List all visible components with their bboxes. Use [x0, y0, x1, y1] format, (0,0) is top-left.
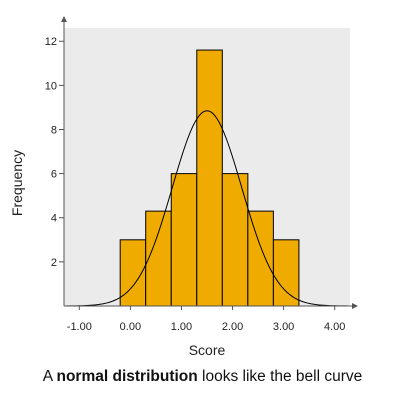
x-tick-label: 0.00	[120, 321, 141, 333]
histogram-bar	[272, 239, 300, 307]
caption: A normal distribution looks like the bel…	[0, 368, 405, 386]
histogram-bar	[170, 173, 198, 307]
x-tick-label: 1.00	[171, 321, 192, 333]
y-tick-label: 6	[51, 169, 57, 181]
y-axis-arrow-icon	[61, 16, 67, 22]
caption-emphasis: normal distribution	[56, 368, 198, 385]
y-tick-label: 2	[51, 257, 57, 269]
normal-curve	[63, 110, 351, 307]
histogram-bar	[221, 173, 249, 307]
caption-prefix: A	[42, 368, 57, 385]
y-tick-label: 12	[45, 36, 57, 48]
y-tick-label: 4	[51, 213, 57, 225]
histogram-bar	[247, 210, 274, 307]
x-tick-label: 3.00	[273, 321, 294, 333]
x-axis-title: Score	[189, 342, 226, 358]
histogram-bars	[119, 49, 300, 307]
axis-ticks: 2 4 6 8 10 12 -1.00 0.00 1.00 2.00 3.00 4.00	[45, 36, 346, 333]
x-tick-label: 2.00	[222, 321, 243, 333]
y-axis-title: Frequency	[9, 150, 25, 216]
x-axis-arrow-icon	[352, 303, 358, 309]
y-tick-label: 10	[45, 80, 57, 92]
x-tick-label: 4.00	[324, 321, 345, 333]
y-tick-label: 8	[51, 124, 57, 136]
x-tick-label: -1.00	[67, 321, 92, 333]
histogram-bar	[145, 210, 172, 307]
histogram-bar	[196, 49, 223, 307]
caption-suffix: looks like the bell curve	[197, 368, 363, 385]
